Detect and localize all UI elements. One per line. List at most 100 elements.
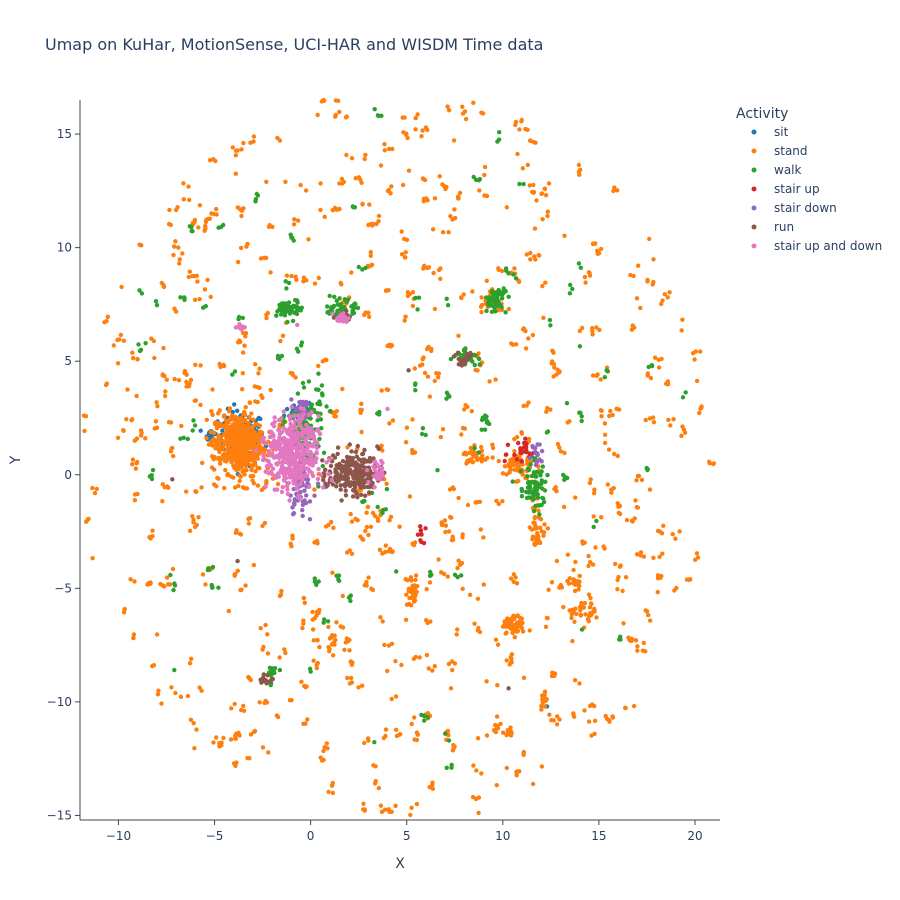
stand-point	[198, 363, 203, 368]
stair-down-point	[304, 493, 309, 498]
sit-point	[198, 428, 203, 433]
sit-point	[256, 416, 262, 421]
stand-point	[425, 265, 430, 271]
stand-point	[482, 193, 487, 198]
stair-up-point	[514, 457, 520, 462]
stair-up-and-down-point	[273, 475, 278, 480]
stand-point	[656, 365, 662, 370]
walk-point	[533, 473, 538, 479]
stand-point	[562, 233, 567, 238]
run-point	[367, 490, 372, 495]
stand-point	[402, 318, 407, 323]
walk-point	[683, 390, 688, 395]
legend-label-stair-down: stair down	[774, 201, 837, 215]
stand-point	[238, 339, 243, 345]
walk-point	[210, 585, 215, 590]
stand-point	[512, 266, 517, 271]
walk-point	[477, 362, 482, 367]
run-point	[333, 470, 338, 475]
walk-point	[510, 479, 515, 484]
stand-point	[538, 540, 543, 545]
stand-point	[186, 384, 192, 389]
stand-point	[510, 463, 515, 468]
stand-point	[235, 259, 241, 265]
stand-point	[278, 338, 283, 344]
sit-point	[230, 409, 235, 415]
sit-point	[235, 408, 240, 413]
stand-point	[213, 446, 218, 451]
stand-point	[576, 162, 582, 168]
stand-point	[524, 252, 529, 257]
stand-point	[561, 504, 567, 510]
stand-point	[557, 445, 562, 450]
stand-point	[517, 127, 522, 132]
stand-point	[432, 306, 438, 312]
stand-point	[613, 561, 618, 567]
stand-point	[156, 688, 161, 693]
stand-point	[267, 223, 272, 228]
stair-down-point	[304, 399, 309, 405]
stand-point	[315, 637, 320, 643]
run-point	[461, 361, 467, 366]
run-point	[350, 494, 356, 499]
stand-point	[408, 577, 414, 582]
stand-point	[521, 749, 526, 755]
stand-point	[173, 690, 178, 696]
stair-up-and-down-point	[326, 471, 331, 477]
walk-point	[473, 353, 478, 358]
stand-point	[470, 289, 475, 294]
stand-point	[467, 450, 472, 455]
stand-point	[372, 513, 378, 518]
stand-point	[169, 446, 174, 451]
stand-point	[534, 198, 539, 203]
legend-marker-stair-up	[751, 186, 757, 192]
walk-point	[172, 667, 177, 673]
run-point	[361, 460, 366, 465]
stand-point	[599, 414, 604, 419]
stand-point	[383, 727, 389, 732]
walk-point	[539, 478, 544, 483]
stand-point	[527, 628, 532, 633]
stand-point	[405, 578, 410, 583]
walk-point	[279, 353, 285, 359]
stand-point	[436, 557, 441, 562]
stand-point	[275, 135, 280, 141]
walk-point	[335, 302, 340, 307]
stand-point	[482, 172, 487, 178]
stand-point	[388, 514, 394, 520]
run-point	[375, 444, 380, 449]
walk-point	[394, 569, 399, 574]
stair-up-and-down-point	[298, 423, 303, 428]
stand-point	[450, 534, 455, 539]
stand-point	[634, 478, 639, 483]
stair-up-and-down-point	[261, 452, 266, 457]
walk-point	[471, 174, 476, 180]
stand-point	[134, 393, 139, 399]
stand-point	[629, 327, 635, 332]
stand-point	[237, 473, 242, 478]
stand-point	[361, 537, 366, 542]
stand-point	[403, 250, 408, 255]
legend-marker-stair-down	[751, 205, 757, 211]
stand-point	[321, 757, 326, 763]
stand-point	[162, 373, 167, 379]
stand-point	[228, 450, 233, 455]
stand-point	[324, 741, 329, 746]
walk-point	[150, 467, 156, 473]
stand-point	[166, 221, 172, 227]
stand-point	[495, 642, 501, 647]
stand-point	[237, 478, 242, 484]
stand-point	[192, 297, 198, 302]
stand-point	[151, 663, 157, 668]
walk-point	[548, 323, 553, 328]
stand-point	[586, 592, 592, 597]
stair-up-and-down-point	[297, 496, 303, 501]
stand-point	[647, 236, 652, 242]
walk-point	[497, 289, 502, 294]
stair-up-and-down-point	[291, 432, 296, 438]
run-point	[363, 493, 368, 498]
stand-point	[483, 457, 488, 462]
stand-point	[682, 430, 688, 435]
stand-point	[301, 621, 306, 626]
stand-point	[154, 632, 160, 637]
